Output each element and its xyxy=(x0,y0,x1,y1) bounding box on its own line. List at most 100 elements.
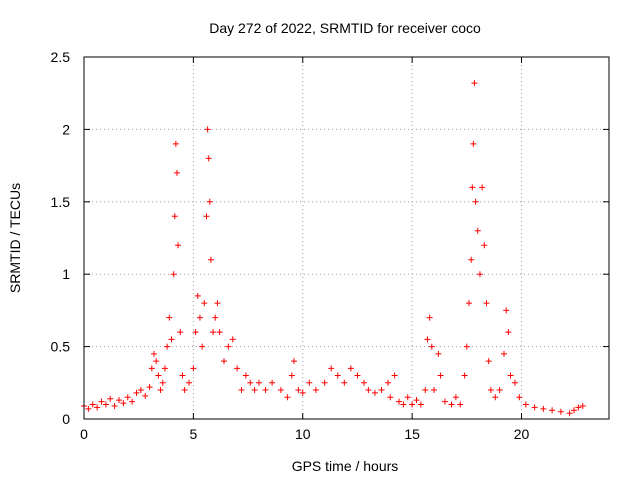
data-point-marker xyxy=(334,372,341,379)
data-point-marker xyxy=(435,350,442,357)
data-point-marker xyxy=(190,365,197,372)
data-point-marker xyxy=(387,394,394,401)
data-point-marker xyxy=(204,126,211,133)
data-point-marker xyxy=(341,379,348,386)
data-point-marker xyxy=(157,387,164,394)
data-point-marker xyxy=(238,387,245,394)
data-point-marker xyxy=(148,365,155,372)
grid-lines xyxy=(84,57,609,419)
data-point-marker xyxy=(171,213,178,220)
data-point-marker xyxy=(111,402,118,409)
data-point-marker xyxy=(571,407,577,414)
y-tick-label: 0 xyxy=(62,411,70,427)
data-point-marker xyxy=(479,184,486,191)
data-point-marker xyxy=(173,169,180,176)
data-point-marker xyxy=(474,227,481,234)
data-point-marker xyxy=(168,336,175,343)
data-point-marker xyxy=(522,401,529,408)
x-tick-label: 5 xyxy=(189,426,197,442)
y-tick-label: 0.5 xyxy=(51,339,71,355)
data-point-marker xyxy=(133,389,140,396)
data-point-marker xyxy=(242,372,249,379)
data-point-marker xyxy=(481,242,488,249)
data-point-marker xyxy=(470,140,477,147)
data-point-marker xyxy=(98,398,105,405)
data-point-marker xyxy=(284,394,291,401)
data-point-marker xyxy=(472,198,479,205)
plot-frame xyxy=(83,56,610,420)
chart-title: Day 272 of 2022, SRMTID for receiver coc… xyxy=(209,20,481,36)
data-point-marker xyxy=(396,398,402,405)
data-point-marker xyxy=(89,401,96,408)
data-point-marker xyxy=(179,372,186,379)
x-tick-label: 20 xyxy=(514,426,530,442)
data-point-marker xyxy=(175,242,182,249)
data-point-marker xyxy=(225,343,232,350)
data-point-marker xyxy=(557,408,564,415)
data-point-marker xyxy=(448,401,455,408)
data-point-marker xyxy=(507,372,514,379)
x-tick-label: 0 xyxy=(80,426,88,442)
x-axis-label: GPS time / hours xyxy=(292,458,399,474)
data-point-marker xyxy=(221,358,227,365)
data-point-marker xyxy=(540,405,547,412)
data-point-marker xyxy=(251,387,258,394)
data-point-marker xyxy=(391,372,398,379)
data-point-marker xyxy=(437,372,444,379)
data-point-marker xyxy=(192,329,199,336)
data-point-marker xyxy=(85,405,92,412)
data-point-marker xyxy=(203,213,210,220)
data-point-marker xyxy=(511,379,518,386)
data-point-marker xyxy=(142,392,149,399)
data-point-marker xyxy=(457,401,464,408)
data-point-marker xyxy=(471,80,478,87)
data-point-marker xyxy=(328,365,335,372)
data-point-marker xyxy=(107,395,114,402)
data-point-marker xyxy=(291,358,297,365)
data-point-marker xyxy=(262,387,269,394)
data-point-marker xyxy=(196,314,203,321)
data-point-marker xyxy=(164,343,171,350)
data-point-marker xyxy=(354,372,361,379)
data-point-marker xyxy=(461,372,468,379)
data-point-marker xyxy=(205,155,212,162)
tick-labels: 0 5 10 15 20 0 0.5 1 1.5 2 2.5 xyxy=(51,49,530,442)
data-point-marker xyxy=(516,394,523,401)
data-point-marker xyxy=(428,343,435,350)
data-point-marker xyxy=(201,300,208,307)
data-point-marker xyxy=(431,387,437,394)
data-point-marker xyxy=(400,401,407,408)
data-point-marker xyxy=(102,401,109,408)
data-point-marker xyxy=(206,198,213,205)
data-point-marker xyxy=(306,379,313,386)
data-point-marker xyxy=(120,400,127,407)
data-point-marker xyxy=(496,387,503,394)
data-point-marker xyxy=(566,410,573,417)
data-point-marker xyxy=(116,397,122,404)
data-point-marker xyxy=(186,379,192,386)
data-point-marker xyxy=(170,271,177,278)
data-point-marker xyxy=(159,379,166,386)
data-point-marker xyxy=(137,387,144,394)
data-point-marker xyxy=(177,329,184,336)
data-point-marker xyxy=(194,292,201,299)
data-point-marker xyxy=(385,379,392,386)
data-point-marker xyxy=(505,329,512,336)
y-axis-label: SRMTID / TECUs xyxy=(7,183,23,293)
data-point-marker xyxy=(579,402,586,409)
data-point-marker xyxy=(256,379,262,386)
data-point-marker xyxy=(503,307,510,314)
data-point-marker xyxy=(463,343,470,350)
data-point-marker xyxy=(501,350,507,357)
data-point-marker xyxy=(299,389,306,396)
data-point-marker xyxy=(207,256,214,263)
data-point-marker xyxy=(247,379,254,386)
data-point-marker xyxy=(161,365,168,372)
data-point-marker xyxy=(422,387,429,394)
data-point-marker xyxy=(485,358,492,365)
data-point-marker xyxy=(214,300,221,307)
data-point-marker xyxy=(549,407,556,414)
y-tick-label: 1 xyxy=(62,266,70,282)
data-point-marker xyxy=(468,256,475,263)
